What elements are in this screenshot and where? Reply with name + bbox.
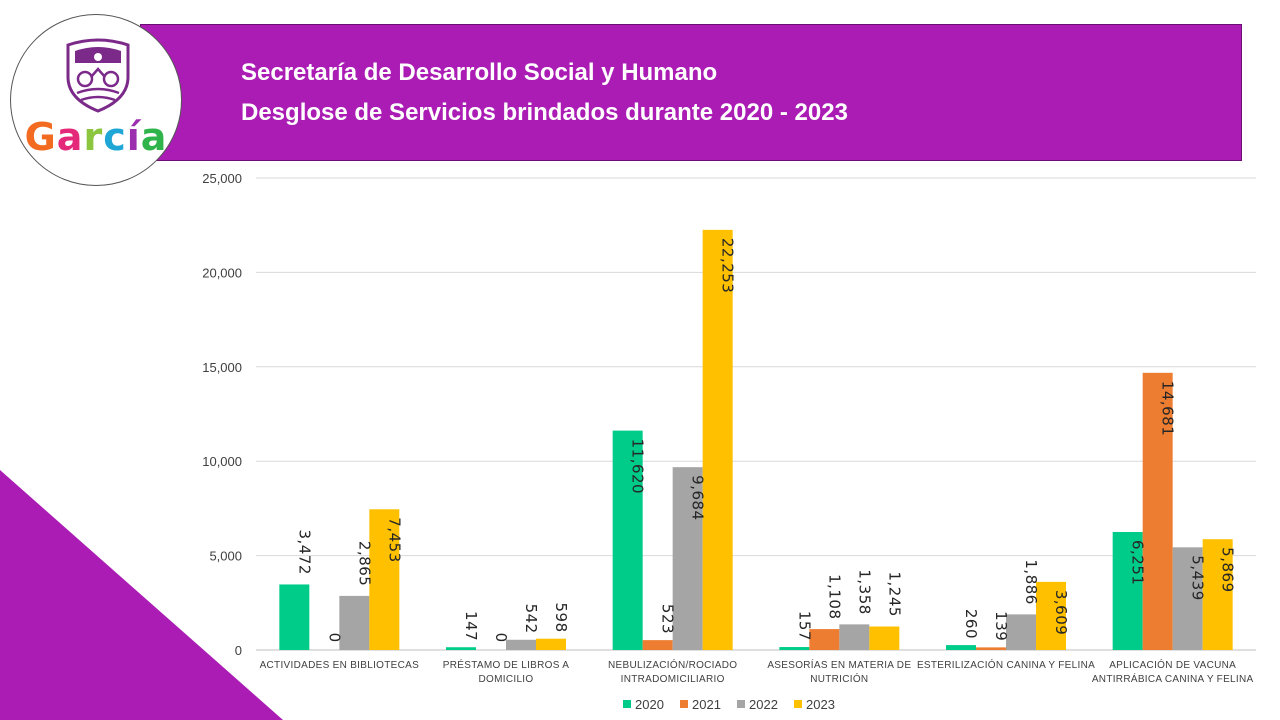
legend-label-2021: 2021	[692, 697, 721, 712]
data-label-2020: 3,472	[295, 529, 313, 574]
bar-2021	[809, 629, 840, 650]
bar-2023	[369, 509, 400, 650]
bar-2023	[869, 626, 900, 650]
data-label-2020: 260	[962, 609, 980, 639]
data-label-2020: 147	[462, 611, 480, 641]
legend-label-2020: 2020	[635, 697, 664, 712]
chart-title: Desglose de Servicios brindados durante …	[241, 99, 848, 126]
logo-wordmark: García	[11, 115, 181, 159]
logo-letter: c	[103, 115, 127, 159]
garcia-logo: García	[10, 14, 182, 186]
legend-label-2022: 2022	[749, 697, 778, 712]
logo-letter: a	[56, 115, 84, 159]
shield-crest-icon	[66, 38, 130, 113]
data-label-2021: 523	[659, 604, 677, 634]
bar-2023	[536, 638, 566, 650]
category-label: PRÉSTAMO DE LIBROS A	[443, 658, 569, 671]
bar-2020	[779, 647, 810, 650]
data-label-2023: 5,869	[1219, 547, 1237, 592]
bar-2020	[1112, 531, 1143, 650]
data-label-2023: 3,609	[1052, 590, 1070, 635]
bar-2022	[672, 467, 703, 650]
data-label-2023: 7,453	[385, 517, 403, 562]
data-label-2022: 2,865	[355, 541, 373, 586]
bar-2021	[976, 647, 1006, 650]
data-label-2021: 14,681	[1159, 381, 1177, 437]
data-label-2023: 22,253	[719, 238, 737, 293]
category-label: ACTIVIDADES EN BIBLIOTECAS	[260, 660, 420, 671]
bar-2023	[1202, 539, 1233, 650]
legend-swatch-2021	[680, 700, 688, 708]
bar-2022	[1172, 547, 1203, 650]
bar-2023	[1036, 581, 1066, 650]
bar-2022	[839, 624, 870, 650]
logo-letter: G	[24, 115, 57, 159]
category-label: DOMICILIO	[479, 674, 534, 685]
category-label: ANTIRRÁBICA CANINA Y FELINA	[1092, 672, 1254, 685]
data-label-2020: 157	[795, 611, 813, 641]
y-tick-label: 5,000	[209, 549, 242, 564]
legend-label-2023: 2023	[806, 697, 835, 712]
logo-letter: r	[83, 115, 104, 159]
data-label-2022: 542	[522, 604, 540, 634]
page-title: Secretaría de Desarrollo Social y Humano	[241, 59, 718, 86]
data-label-2022: 1,358	[855, 569, 873, 614]
bar-2021	[1142, 372, 1173, 650]
data-label-2023: 1,245	[885, 571, 903, 616]
data-label-2022: 9,684	[689, 475, 707, 520]
bar-2020	[946, 645, 976, 650]
y-tick-label: 0	[235, 643, 242, 658]
legend-swatch-2020	[623, 700, 631, 708]
category-label: NEBULIZACIÓN/ROCIADO	[608, 658, 737, 671]
logo-letter: í	[126, 115, 141, 159]
category-label: NUTRICIÓN	[810, 672, 868, 685]
data-label-2021: 1,108	[825, 574, 843, 619]
legend-swatch-2023	[794, 700, 802, 708]
data-label-2022: 1,886	[1022, 559, 1040, 604]
logo-letter: a	[140, 115, 168, 159]
data-label-2021: 0	[325, 633, 343, 643]
category-label: ASESORÍAS EN MATERIA DE	[767, 658, 911, 671]
y-tick-label: 20,000	[202, 265, 242, 280]
bar-2022	[339, 595, 370, 650]
data-label-2022: 5,439	[1189, 555, 1207, 600]
y-tick-label: 15,000	[202, 360, 242, 375]
data-label-2021: 0	[492, 633, 510, 643]
legend-swatch-2022	[737, 700, 745, 708]
category-label: ESTERILIZACIÓN CANINA Y FELINA	[917, 658, 1095, 671]
bar-2020	[612, 430, 643, 650]
bar-2021	[642, 640, 673, 650]
bar-2023	[702, 229, 733, 651]
bar-2022	[506, 639, 536, 650]
y-tick-label: 10,000	[202, 454, 242, 469]
decorative-corner-triangle	[0, 470, 283, 720]
y-tick-label: 25,000	[202, 171, 242, 186]
bar-2020	[279, 584, 310, 650]
bar-2022	[1006, 614, 1036, 650]
header-banner: Secretaría de Desarrollo Social y Humano…	[140, 24, 1242, 161]
category-label: INTRADOMICILIARIO	[621, 674, 725, 685]
category-label: APLICACIÓN DE VACUNA	[1109, 658, 1236, 671]
data-label-2020: 6,251	[1129, 540, 1147, 585]
data-label-2021: 139	[992, 611, 1010, 641]
bar-2020	[446, 647, 476, 650]
data-label-2020: 11,620	[629, 439, 647, 495]
data-label-2023: 598	[552, 603, 570, 633]
